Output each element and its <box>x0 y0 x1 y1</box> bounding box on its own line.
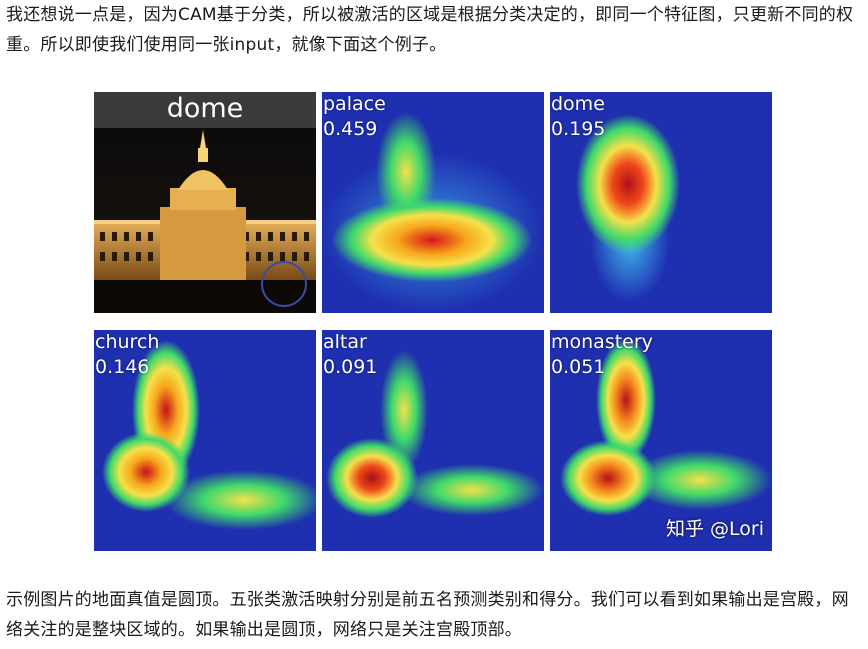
dome-building-image <box>94 92 316 313</box>
input-photo: dome <box>94 92 316 313</box>
cam-panel-dome: dome 0.195 <box>550 92 772 313</box>
panel-label: altar <box>323 331 367 353</box>
photo-label: dome <box>94 92 316 128</box>
panel-score: 0.091 <box>323 356 378 378</box>
panel-label: dome <box>551 93 605 115</box>
watermark-text: 知乎 @Lori <box>665 518 764 540</box>
heatmap-palace <box>322 92 544 313</box>
heatmap-altar <box>322 330 544 551</box>
cam-panel-palace: palace 0.459 <box>322 92 544 313</box>
outro-paragraph: 示例图片的地面真值是圆顶。五张类激活映射分别是前五名预测类别和得分。我们可以看到… <box>6 590 849 640</box>
heatmap-monastery <box>550 330 772 551</box>
panel-score: 0.459 <box>323 118 378 140</box>
cam-panel-altar: altar 0.091 <box>322 330 544 551</box>
panel-score: 0.051 <box>551 356 606 378</box>
cam-panel-church: church 0.146 <box>94 330 316 551</box>
panel-score: 0.195 <box>551 118 606 140</box>
intro-paragraph: 我还想说一点是，因为CAM基于分类，所以被激活的区域是根据分类决定的，即同一个特… <box>6 5 854 55</box>
cam-figure: dome pa <box>94 92 772 552</box>
panel-label: palace <box>323 93 386 115</box>
cam-panel-monastery: monastery 0.051 知乎 @Lori <box>550 330 772 551</box>
panel-score: 0.146 <box>95 356 150 378</box>
panel-label: church <box>95 331 160 353</box>
panel-label: monastery <box>551 331 653 353</box>
heatmap-church <box>94 330 316 551</box>
heatmap-dome <box>550 92 772 313</box>
